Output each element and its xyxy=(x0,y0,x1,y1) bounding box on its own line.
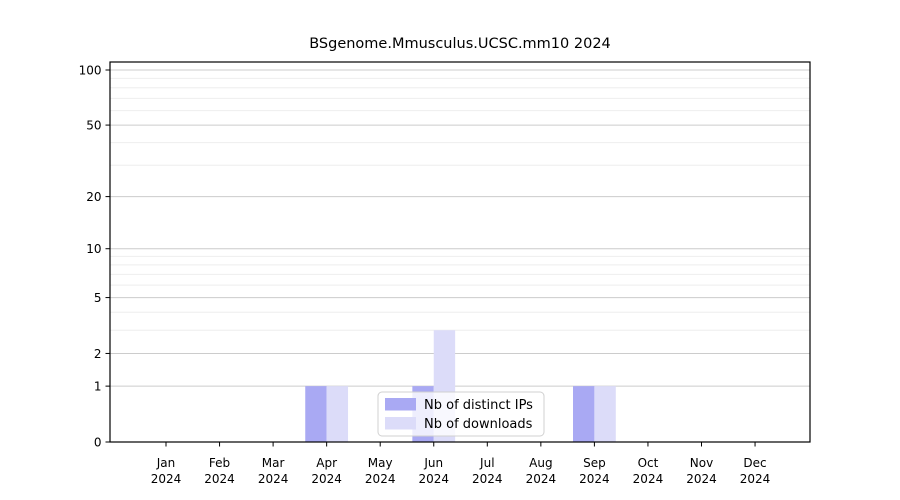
y-tick-label: 0 xyxy=(94,436,102,450)
bar-distinct-ips xyxy=(573,386,595,442)
x-tick-label-month: Jul xyxy=(479,456,494,470)
y-tick-label: 20 xyxy=(86,190,101,204)
x-tick-label-month: Mar xyxy=(262,456,285,470)
x-tick-label-year: 2024 xyxy=(686,472,717,486)
x-tick-label-year: 2024 xyxy=(365,472,396,486)
plot-area: 0 1 2 5 10 20 50 100 Jan 2024 Feb 2024 Mar 2024 Apr 202… xyxy=(79,61,811,486)
x-tick-label-month: Apr xyxy=(316,456,337,470)
x-tick-label-year: 2024 xyxy=(526,472,557,486)
x-tick-label-year: 2024 xyxy=(258,472,289,486)
legend-swatch xyxy=(385,398,416,411)
y-tick-label: 10 xyxy=(86,242,101,256)
x-tick-label-month: Sep xyxy=(583,456,606,470)
plot-frame xyxy=(109,61,811,443)
legend-label: Nb of distinct IPs xyxy=(424,398,533,413)
x-tick-label-year: 2024 xyxy=(472,472,503,486)
x-tick-label-month: Nov xyxy=(690,456,713,470)
y-tick-label: 5 xyxy=(94,291,102,305)
x-tick-label-month: Oct xyxy=(638,456,659,470)
y-tick-label: 1 xyxy=(94,380,102,394)
bar-downloads xyxy=(594,386,616,442)
y-tick-label: 100 xyxy=(79,64,102,78)
x-tick-label-month: Feb xyxy=(209,456,230,470)
legend-label: Nb of downloads xyxy=(424,417,533,432)
x-tick-label-month: Jan xyxy=(156,456,176,470)
x-tick-label-year: 2024 xyxy=(204,472,235,486)
x-tick-label-year: 2024 xyxy=(418,472,449,486)
x-tick-label-year: 2024 xyxy=(151,472,182,486)
x-tick-label-month: Dec xyxy=(743,456,766,470)
x-tick-label-year: 2024 xyxy=(311,472,342,486)
bar-distinct-ips xyxy=(305,386,327,442)
x-tick-label-year: 2024 xyxy=(579,472,610,486)
x-tick-label-year: 2024 xyxy=(633,472,664,486)
y-tick-label: 50 xyxy=(86,119,101,133)
chart-title: BSgenome.Mmusculus.UCSC.mm10 2024 xyxy=(309,36,611,52)
x-tick-label-month: Jun xyxy=(423,456,443,470)
x-tick-label-month: May xyxy=(368,456,393,470)
legend-swatch xyxy=(385,417,416,430)
bar-downloads xyxy=(326,386,349,442)
x-tick-label-month: Aug xyxy=(529,456,552,470)
legend-box xyxy=(377,391,545,437)
x-tick-label-year: 2024 xyxy=(740,472,771,486)
y-tick-label: 2 xyxy=(94,347,102,361)
